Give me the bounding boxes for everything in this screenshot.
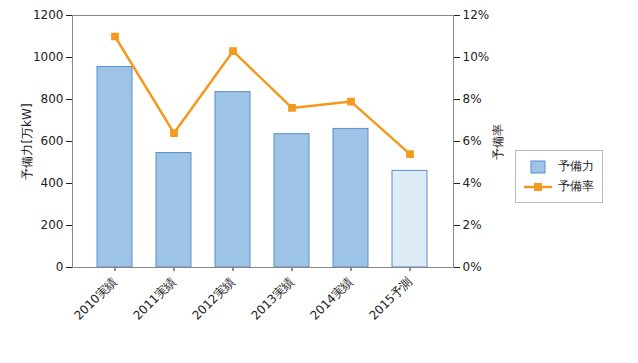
svg-text:予備力[万kW]: 予備力[万kW] — [20, 103, 34, 179]
svg-text:800: 800 — [41, 92, 64, 106]
svg-text:1000: 1000 — [33, 50, 64, 64]
svg-text:1200: 1200 — [33, 8, 64, 22]
svg-text:2013実績: 2013実績 — [248, 274, 296, 322]
svg-text:2014実績: 2014実績 — [307, 274, 355, 322]
svg-text:8%: 8% — [463, 92, 482, 106]
svg-text:0%: 0% — [463, 260, 482, 274]
svg-text:2010実績: 2010実績 — [71, 274, 119, 322]
svg-text:2015予測: 2015予測 — [366, 274, 414, 322]
svg-text:600: 600 — [41, 134, 64, 148]
html-text:予備力: 予備力 — [558, 159, 594, 173]
svg-text:400: 400 — [41, 176, 64, 190]
svg-text:2011実績: 2011実績 — [130, 274, 178, 322]
svg-text:2%: 2% — [463, 218, 482, 232]
svg-text:10%: 10% — [463, 50, 490, 64]
svg-text:12%: 12% — [463, 8, 490, 22]
svg-text:6%: 6% — [463, 134, 482, 148]
svg-text:0: 0 — [56, 260, 64, 274]
svg-text:200: 200 — [41, 218, 64, 232]
html-text:予備率: 予備率 — [558, 179, 594, 193]
svg-text:4%: 4% — [463, 176, 482, 190]
svg-text:予備率: 予備率 — [491, 124, 505, 160]
svg-text:2012実績: 2012実績 — [189, 274, 237, 322]
